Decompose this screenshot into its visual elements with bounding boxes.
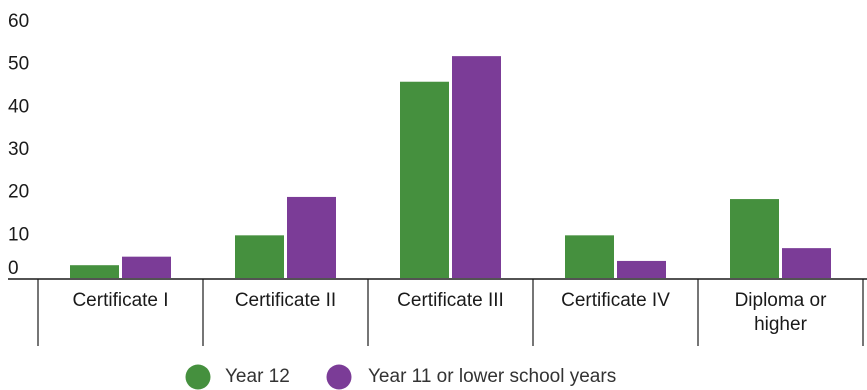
bars <box>70 56 831 279</box>
y-tick-label: 20 <box>8 182 29 203</box>
bar <box>617 260 666 278</box>
legend-swatch <box>185 364 211 390</box>
category-labels: Certificate I Certificate II Certificate I… <box>72 290 827 335</box>
bar <box>400 81 449 278</box>
y-tick-label: 0 <box>8 258 19 279</box>
legend-label: Year 12 <box>225 366 290 387</box>
y-tick-label: 40 <box>8 96 29 117</box>
bar <box>452 56 501 279</box>
y-axis-tick-labels: 0 10 20 30 40 50 60 <box>8 11 29 279</box>
bar <box>122 256 171 278</box>
y-tick-label: 60 <box>8 11 29 32</box>
legend-swatch <box>326 364 352 390</box>
category-label: Certificate III <box>397 290 504 311</box>
bar <box>565 235 614 278</box>
bar <box>730 199 779 278</box>
y-tick-label: 50 <box>8 54 29 75</box>
y-tick-label: 10 <box>8 224 29 245</box>
category-label: Diploma or higher <box>735 290 828 335</box>
legend-label: Year 11 or lower school years <box>368 366 616 387</box>
category-label: Certificate I <box>72 290 168 311</box>
bar <box>287 196 336 278</box>
category-dividers <box>37 279 864 346</box>
bar <box>70 265 119 278</box>
category-label: Certificate IV <box>561 290 670 311</box>
category-label: Certificate II <box>235 290 336 311</box>
bar <box>782 248 831 278</box>
bar <box>235 235 284 278</box>
legend: Year 12 Year 11 or lower school years <box>185 364 616 390</box>
y-tick-label: 30 <box>8 139 29 160</box>
